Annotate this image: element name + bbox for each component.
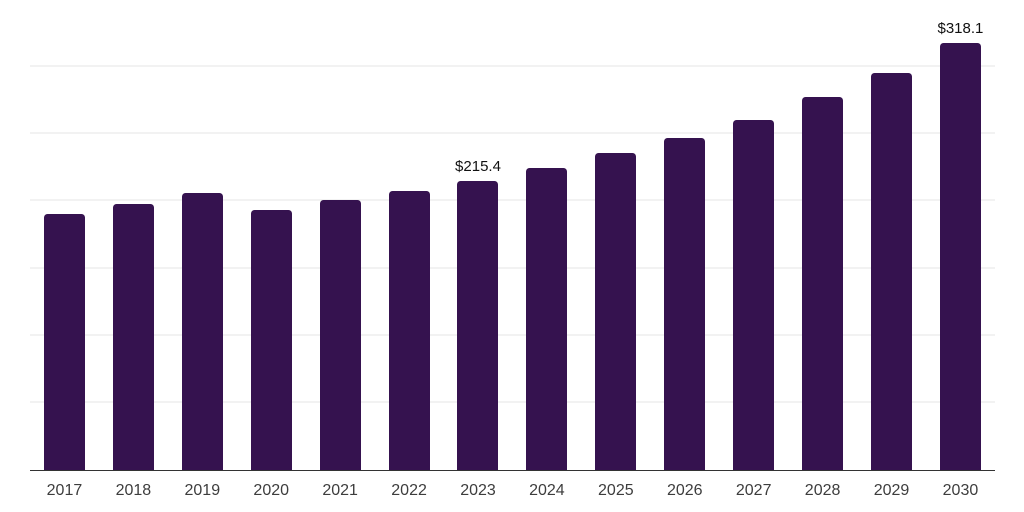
bar [181,193,223,470]
bar-slot [99,0,168,470]
x-tick-label: 2025 [598,482,634,499]
plot-area: $215.4 $318.1 [30,0,995,471]
data-label: $318.1 [937,19,984,37]
gridline [30,132,995,135]
bar-slot [719,0,788,470]
x-tick-label: 2027 [735,482,772,499]
x-tick-label: 2017 [46,482,83,499]
bar-slot: $215.4 [444,0,513,470]
x-tick-label: 2028 [804,482,841,499]
bars-container: $215.4 $318.1 [30,0,995,470]
x-tick-label: 2023 [460,482,496,499]
gridline [30,65,995,68]
x-tick-label: 2020 [253,482,290,499]
x-tick-label: 2021 [322,482,358,499]
bar-slot [788,0,857,470]
x-tick-label: 2022 [391,482,427,499]
bar [388,190,430,470]
bar-slot [650,0,719,470]
bar-slot [857,0,926,470]
x-tick-label: 2019 [184,482,221,499]
gridline [30,199,995,202]
gridline [30,400,995,403]
bar [250,209,292,470]
bar-slot [168,0,237,470]
bar-slot [30,0,99,470]
bar-slot [581,0,650,470]
bar-slot [306,0,375,470]
bar [664,138,706,470]
x-tick-label: 2024 [529,482,565,499]
bar [526,167,568,470]
bar [457,180,499,470]
data-label: $215.4 [455,157,501,175]
bar [939,42,981,470]
bar [733,119,775,470]
bar [802,96,844,470]
x-tick-label: 2018 [115,482,152,499]
x-tick-label: 2026 [666,482,703,499]
bar-chart: $215.4 $318.1 2017 2018 2019 2020 2021 2022 202… [30,0,995,500]
gridline [30,333,995,336]
bar [112,204,154,470]
bar-slot [237,0,306,470]
bar [871,72,913,470]
x-tick-label: 2030 [942,482,979,499]
bar-slot [375,0,444,470]
bar-slot: $318.1 [926,0,995,470]
bar-slot [512,0,581,470]
bar [319,200,361,470]
gridline [30,266,995,269]
bar [43,213,85,470]
x-axis-tick-labels: 2017 2018 2019 2020 2021 2022 2023 2024 2025 2026… [30,470,995,500]
x-axis-line [30,469,995,471]
x-tick-label: 2029 [873,482,910,499]
bar [595,153,637,470]
